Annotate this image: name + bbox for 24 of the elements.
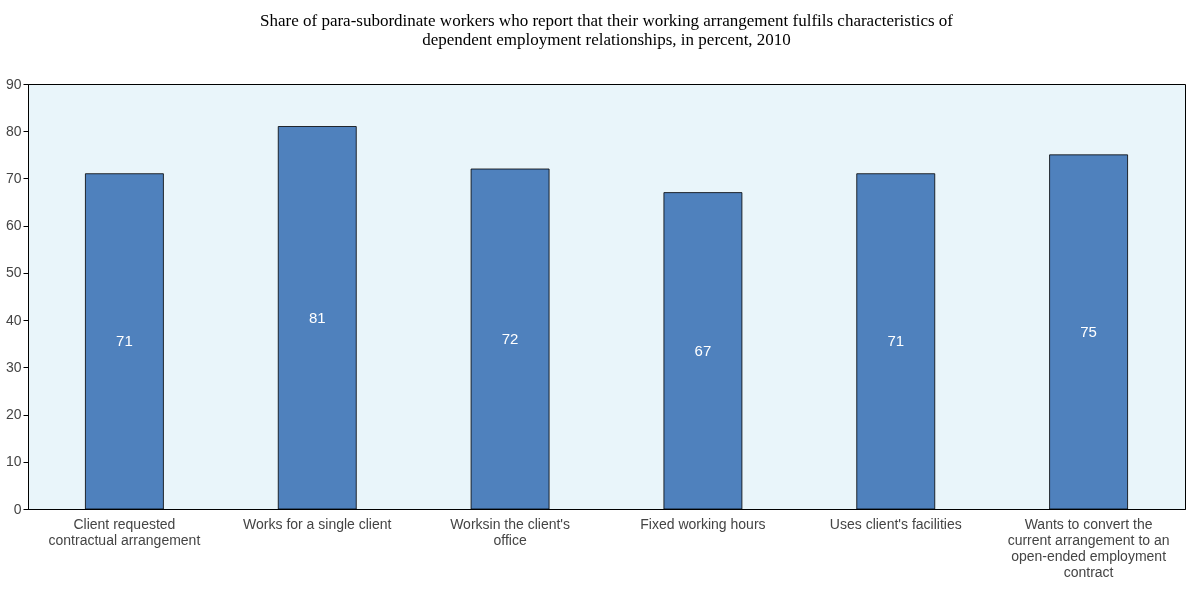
- data-label: 67: [694, 341, 712, 359]
- y-tick-label: 10: [5, 453, 22, 470]
- data-label: 71: [116, 332, 133, 350]
- data-label: 81: [308, 308, 326, 326]
- y-tick-label: 0: [13, 500, 22, 517]
- y-tick-label: 30: [5, 358, 22, 375]
- x-tick-label: Uses client's facilities: [829, 515, 962, 532]
- y-tick-label: 90: [5, 75, 22, 92]
- y-tick-label: 70: [5, 169, 22, 186]
- data-label: 72: [501, 330, 519, 347]
- data-label: 75: [1080, 322, 1097, 340]
- y-tick-label: 20: [5, 406, 22, 423]
- x-tick-label: Fixed working hours: [640, 515, 766, 532]
- x-tick-label: Works for a single client: [243, 515, 392, 532]
- text: dependent employment relationships, in percent, 2010: [422, 30, 791, 49]
- y-tick-label: 40: [5, 311, 22, 328]
- text: Share of para-subordinate workers who report that their working arrangement fulfils characteristics of: [260, 11, 953, 30]
- x-tick-label: Worksin the client's office: [450, 515, 571, 548]
- x-tick-label: Wants to convert the current arrangement to an open-ended employment contract: [1007, 515, 1170, 580]
- x-tick-label: Client requested contractual arrangement: [48, 515, 201, 548]
- y-tick-label: 50: [5, 264, 22, 281]
- data-label: 71: [887, 332, 905, 350]
- y-tick-label: 80: [5, 122, 22, 139]
- y-tick-label: 60: [5, 217, 22, 234]
